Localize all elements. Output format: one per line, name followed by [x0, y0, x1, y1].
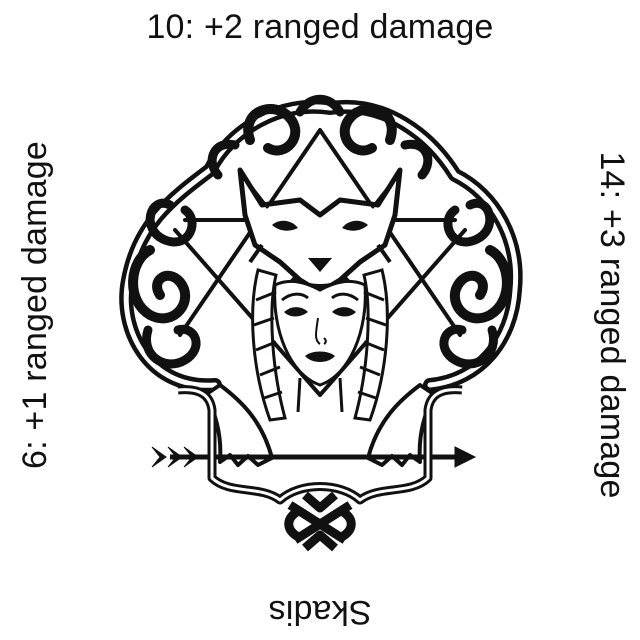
wolf-hood-icon	[237, 167, 403, 295]
celtic-knot-icon	[284, 491, 356, 552]
braids-icon	[251, 268, 389, 422]
threshold-10-label: 10: +2 ranged damage	[146, 8, 494, 46]
wolf-paws-icon	[203, 383, 437, 467]
banner-frame-icon	[177, 385, 463, 505]
arrow-icon	[151, 446, 477, 468]
skadi-face-icon	[273, 279, 367, 413]
